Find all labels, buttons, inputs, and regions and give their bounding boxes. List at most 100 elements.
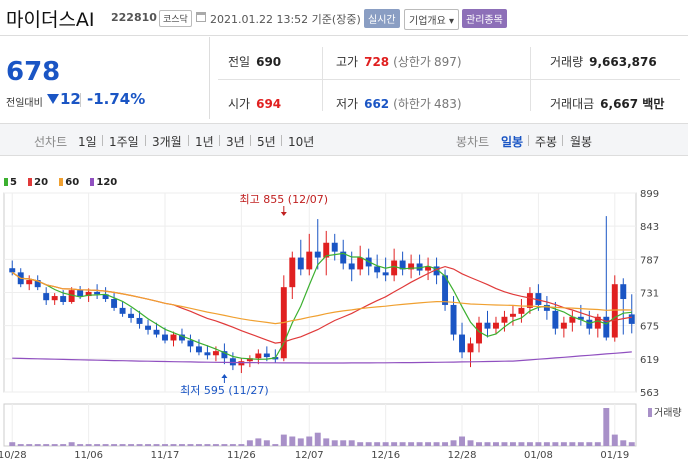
volume-bar — [323, 438, 330, 446]
x-tick-label: 01/19 — [600, 450, 629, 461]
candle-body — [577, 316, 584, 320]
candle-body — [162, 334, 168, 341]
legend-item: 20 — [28, 177, 48, 188]
candle-body — [348, 263, 355, 270]
stat-low: 저가 662 (하한가 483) — [336, 95, 462, 112]
candle-body — [68, 290, 75, 302]
x-tick-label: 11/26 — [227, 450, 256, 461]
divider — [528, 135, 529, 146]
candle-body — [526, 293, 533, 308]
x-tick-label: 10/28 — [0, 450, 27, 461]
change-value: 12 — [60, 90, 81, 108]
candle-body — [43, 293, 50, 301]
stock-name: 마이더스AI — [6, 9, 95, 31]
volume-bar — [484, 442, 491, 446]
ma120-line — [12, 351, 632, 364]
candle-body — [34, 280, 41, 288]
divider — [281, 135, 282, 146]
company-overview-dropdown[interactable]: 기업개요 ▾ — [404, 9, 460, 30]
stat-value: 6,667 백만 — [600, 97, 665, 111]
candle-body — [128, 313, 135, 318]
x-tick-label: 11/17 — [151, 450, 180, 461]
volume-bar — [238, 444, 245, 446]
divider — [188, 135, 189, 146]
tab-3m[interactable]: 3개월 — [152, 135, 182, 149]
candle-body — [9, 268, 16, 273]
candle-body — [289, 257, 296, 288]
high-annotation: 최고 855 (12/07) — [240, 193, 329, 206]
candle-body — [450, 304, 457, 335]
candle-body — [102, 294, 109, 300]
candle-body — [552, 310, 559, 329]
y-tick-label: 619 — [640, 355, 659, 366]
candle-body — [179, 334, 185, 341]
legend-swatch — [90, 178, 95, 186]
candle-body — [543, 304, 550, 311]
candle-body — [382, 272, 389, 276]
volume-bar — [128, 444, 135, 446]
candle-body — [399, 260, 406, 270]
tab-1d[interactable]: 1일 — [78, 135, 97, 149]
stat-label: 저가 — [336, 97, 359, 111]
volume-bar — [399, 442, 406, 446]
high-arrow-head — [280, 212, 287, 216]
stat-sub-value: 483) — [433, 97, 462, 111]
candle-body — [408, 263, 415, 270]
tab-daily[interactable]: 일봉 — [501, 135, 524, 149]
candle-body — [238, 361, 245, 366]
volume-bar — [314, 432, 321, 446]
legend-item: 60 — [59, 177, 79, 188]
candle-body — [518, 307, 525, 314]
change-label: 전일대비 — [6, 98, 43, 109]
stat-sub-value: 897) — [433, 55, 462, 69]
tab-10y[interactable]: 10년 — [288, 135, 315, 149]
legend-swatch — [59, 178, 64, 186]
legend-label: 5 — [10, 177, 17, 188]
legend-label: 60 — [65, 177, 80, 188]
watch-stock-badge[interactable]: 관리종목 — [462, 9, 507, 28]
stat-label: 전일 — [228, 55, 251, 69]
tab-5y[interactable]: 5년 — [257, 135, 276, 149]
volume-bar — [280, 434, 287, 446]
volume-bar — [68, 442, 75, 446]
tab-monthly[interactable]: 월봉 — [570, 135, 593, 149]
change-percent: -1.74% — [87, 90, 146, 108]
volume-bar — [111, 444, 118, 446]
volume-bar — [459, 436, 465, 446]
candle-body — [340, 251, 347, 264]
volume-bar — [187, 444, 194, 446]
divider — [102, 135, 103, 146]
volume-bar — [391, 442, 398, 446]
stat-label: 고가 — [336, 55, 359, 69]
legend-item: 5 — [4, 177, 17, 188]
volume-bar — [560, 442, 567, 446]
candle-body — [119, 307, 126, 314]
x-tick-label: 12/28 — [448, 450, 477, 461]
realtime-button[interactable]: 실시간 — [364, 9, 400, 28]
volume-bar — [518, 442, 525, 446]
volume-bar — [450, 440, 457, 446]
tab-1y[interactable]: 1년 — [195, 135, 214, 149]
y-tick-label: 899 — [640, 189, 659, 200]
candle-body — [416, 263, 423, 271]
stat-value: 9,663,876 — [589, 55, 657, 69]
divider — [562, 135, 563, 146]
candle-body — [94, 291, 101, 295]
legend-swatch — [4, 178, 8, 186]
price-stats: 전일 690 고가 728 (상한가 897) 거래량 9,663,876 시가 694 저… — [210, 37, 688, 119]
tab-1w[interactable]: 1주일 — [109, 135, 139, 149]
volume-bar — [509, 442, 516, 446]
volume-bar — [476, 442, 482, 446]
tab-3y[interactable]: 3년 — [226, 135, 245, 149]
tab-weekly[interactable]: 주봉 — [535, 135, 558, 149]
chart-period-tabs: 선차트 1일 1주일 3개월 1년 3년 5년 10년 봉차트 일봉 주봉 월봉 — [0, 123, 688, 156]
volume-bar — [365, 442, 372, 446]
volume-bar — [535, 442, 542, 446]
market-badge: 코스닥 — [159, 10, 192, 27]
candle-body — [425, 266, 432, 271]
volume-bar — [526, 442, 533, 446]
stat-value: 690 — [256, 55, 282, 69]
stat-prev: 전일 690 — [228, 53, 281, 70]
candle-body — [77, 290, 84, 297]
